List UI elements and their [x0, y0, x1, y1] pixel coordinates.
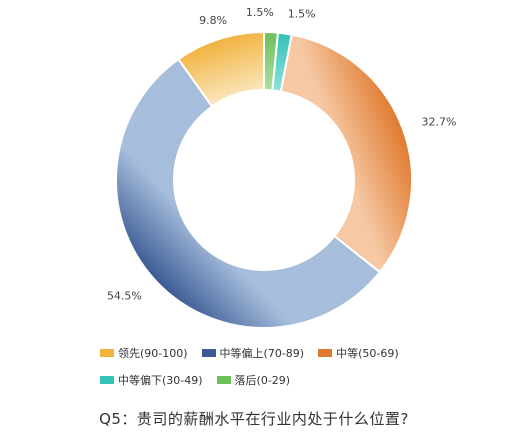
slice-data-label: 32.7%	[422, 116, 457, 129]
legend-row-1: 领先(90-100) 中等偏上(70-89) 中等(50-69)	[100, 345, 413, 361]
chart-title: Q5：贵司的薪酬水平在行业内处于什么位置?	[99, 410, 409, 428]
legend-label-middle: 中等(50-69)	[336, 347, 399, 360]
legend-swatch-lower-middle	[100, 376, 114, 384]
legend-item-upper-middle[interactable]: 中等偏上(70-89)	[201, 345, 305, 361]
legend-item-lead[interactable]: 领先(90-100)	[100, 345, 188, 361]
legend-label-upper-middle: 中等偏上(70-89)	[219, 347, 305, 360]
legend-label-behind: 落后(0-29)	[234, 374, 291, 387]
legend-item-middle[interactable]: 中等(50-69)	[318, 345, 399, 361]
donut-slice[interactable]	[177, 30, 265, 108]
slice-data-label: 54.5%	[107, 289, 142, 302]
legend-swatch-behind	[216, 376, 231, 384]
legend-swatch-lead	[100, 349, 114, 357]
legend-item-behind[interactable]: 落后(0-29)	[216, 372, 291, 388]
legend-label-lower-middle: 中等偏下(30-49)	[118, 374, 203, 387]
slice-data-label: 1.5%	[246, 6, 274, 19]
donut-slice[interactable]	[279, 33, 413, 274]
slice-data-label: 9.8%	[199, 14, 227, 27]
slice-data-label: 1.5%	[288, 8, 316, 21]
legend-label-lead: 领先(90-100)	[118, 347, 188, 360]
legend-item-lower-middle[interactable]: 中等偏下(30-49)	[100, 372, 203, 388]
legend-swatch-upper-middle	[201, 349, 216, 357]
legend-row-2: 中等偏下(30-49) 落后(0-29)	[100, 372, 304, 388]
legend-swatch-middle	[318, 349, 333, 357]
donut-slice[interactable]	[115, 57, 382, 329]
